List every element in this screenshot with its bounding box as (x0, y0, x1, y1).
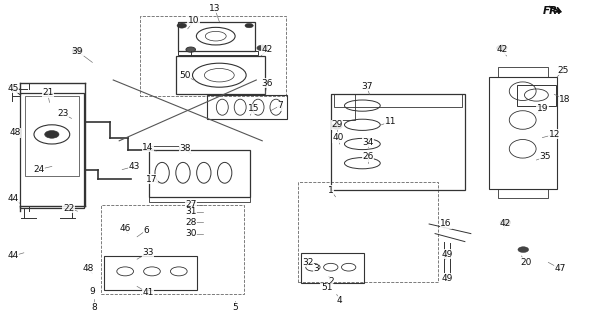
Text: 40: 40 (332, 133, 344, 142)
Text: 26: 26 (362, 152, 374, 161)
Text: 32: 32 (302, 258, 314, 267)
Text: 8: 8 (91, 303, 97, 312)
Bar (489, 77, 557, 189)
Text: 48: 48 (82, 264, 94, 273)
Bar (331, 94, 465, 190)
Text: 44: 44 (8, 194, 18, 203)
Circle shape (496, 45, 507, 51)
Text: 24: 24 (33, 165, 44, 174)
Text: FR.: FR. (542, 6, 562, 16)
Text: 46: 46 (119, 224, 131, 233)
Bar (149, 150, 250, 197)
Text: 22: 22 (63, 204, 74, 212)
Bar (178, 22, 255, 51)
Bar (20, 93, 84, 208)
Text: 34: 34 (362, 138, 374, 147)
Bar (101, 205, 244, 294)
Text: 49: 49 (441, 250, 453, 259)
Text: 31: 31 (185, 207, 197, 216)
Text: 35: 35 (539, 152, 551, 161)
Text: 2: 2 (328, 277, 334, 286)
Text: 20: 20 (520, 258, 532, 267)
Text: 30: 30 (185, 229, 197, 238)
Text: 19: 19 (536, 104, 548, 113)
Text: 11: 11 (384, 117, 396, 126)
Circle shape (518, 247, 529, 252)
Text: 51: 51 (321, 284, 333, 292)
Text: 45: 45 (7, 84, 19, 92)
Circle shape (245, 23, 253, 28)
Text: 9: 9 (89, 287, 95, 296)
Circle shape (177, 23, 187, 28)
Bar (25, 96, 79, 176)
Text: 18: 18 (559, 95, 571, 104)
Bar (301, 253, 364, 283)
Circle shape (257, 45, 268, 51)
Text: 33: 33 (142, 248, 154, 257)
Text: 42: 42 (496, 45, 507, 54)
Text: 4: 4 (337, 296, 343, 305)
Text: 28: 28 (185, 218, 197, 227)
Bar (517, 85, 556, 106)
Text: 13: 13 (209, 4, 221, 12)
Text: 27: 27 (185, 200, 197, 209)
Text: 39: 39 (72, 47, 83, 56)
Text: 15: 15 (247, 104, 259, 113)
Circle shape (331, 124, 342, 129)
Circle shape (186, 47, 195, 52)
Text: 50: 50 (179, 71, 191, 80)
Bar (178, 51, 258, 55)
Text: 42: 42 (500, 220, 511, 228)
Bar (498, 67, 548, 77)
Bar (140, 16, 286, 96)
Bar (149, 197, 250, 202)
Bar (104, 256, 197, 290)
Bar (498, 189, 548, 198)
Bar (149, 146, 179, 150)
Text: 16: 16 (440, 220, 452, 228)
Text: 1: 1 (328, 186, 334, 195)
Text: 17: 17 (146, 175, 158, 184)
Text: 14: 14 (142, 143, 154, 152)
Text: 41: 41 (142, 288, 154, 297)
Text: 48: 48 (9, 128, 21, 137)
Text: 49: 49 (441, 274, 453, 283)
Text: 6: 6 (143, 226, 149, 235)
Text: 7: 7 (277, 101, 283, 110)
Text: 12: 12 (548, 130, 560, 139)
Text: 29: 29 (331, 120, 343, 129)
Text: 25: 25 (557, 66, 569, 75)
Text: 23: 23 (57, 109, 69, 118)
Text: 21: 21 (42, 88, 54, 97)
Bar (331, 94, 355, 120)
Bar (207, 95, 287, 119)
Text: 47: 47 (554, 264, 566, 273)
Circle shape (500, 220, 511, 225)
Text: 5: 5 (232, 303, 238, 312)
Text: 42: 42 (262, 45, 272, 54)
Circle shape (72, 48, 83, 53)
Text: 36: 36 (261, 79, 273, 88)
Text: 10: 10 (188, 16, 200, 25)
Text: 3: 3 (313, 264, 319, 273)
Bar (298, 182, 438, 282)
Text: 37: 37 (361, 82, 372, 91)
Bar (334, 94, 462, 107)
Text: 38: 38 (179, 144, 191, 153)
Circle shape (45, 131, 59, 138)
Text: 43: 43 (128, 162, 140, 171)
Text: 44: 44 (8, 252, 18, 260)
Bar (176, 56, 265, 94)
